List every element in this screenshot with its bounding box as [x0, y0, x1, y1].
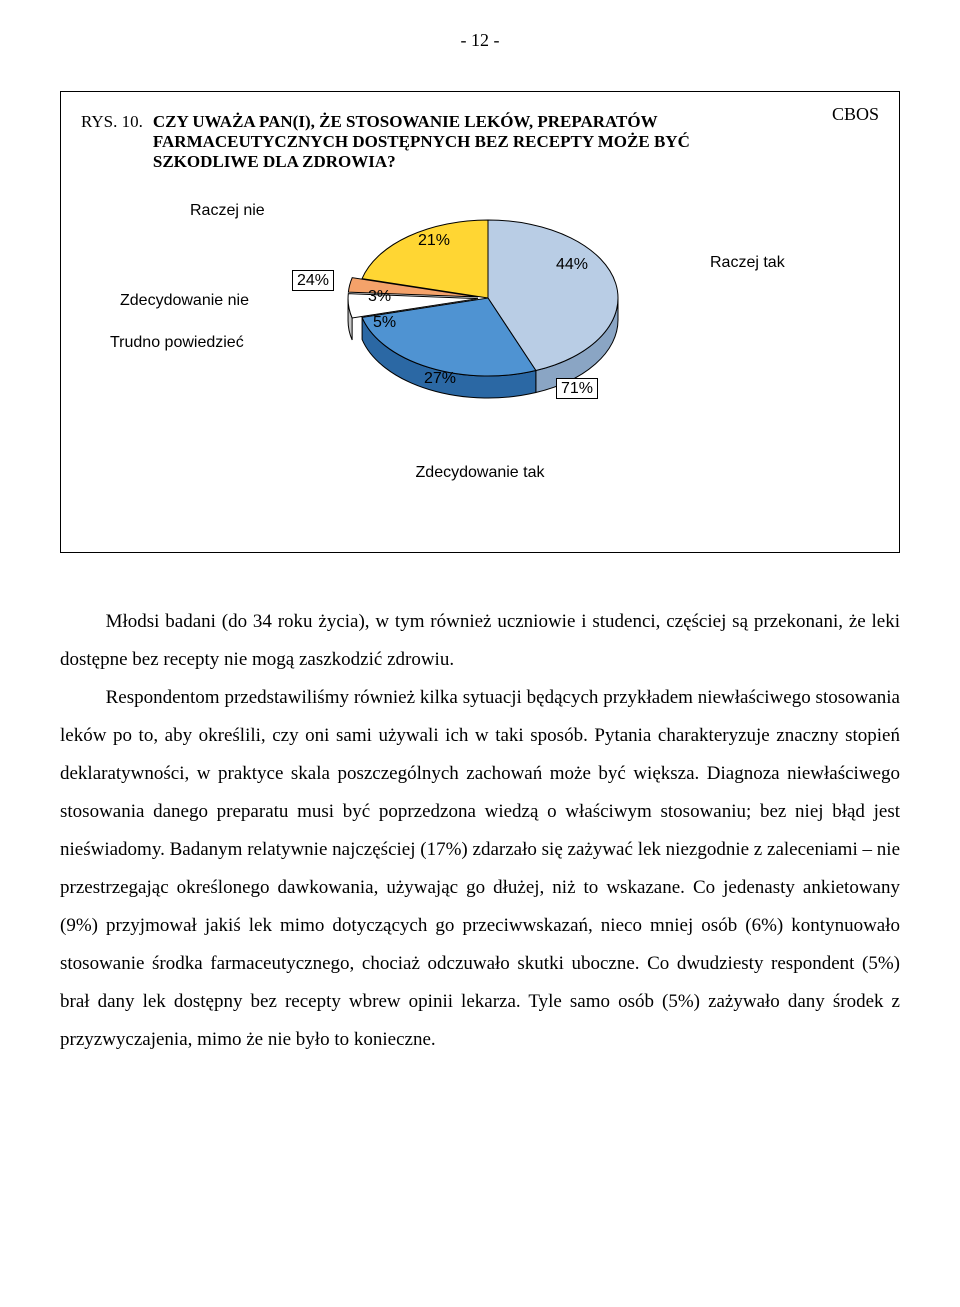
- label-trudno: Trudno powiedzieć: [110, 334, 244, 352]
- body-text: Młodsi badani (do 34 roku życia), w tym …: [60, 603, 900, 1059]
- paragraph-2: Respondentom przedstawiliśmy również kil…: [60, 679, 900, 1059]
- figure-title-text: CZY UWAŻA PAN(I), ŻE STOSOWANIE LEKÓW, P…: [153, 112, 721, 172]
- chart-area: Raczej nie Zdecydowanie nie Trudno powie…: [90, 202, 870, 522]
- page: - 12 - CBOS RYS. 10. CZY UWAŻA PAN(I), Ż…: [0, 0, 960, 1099]
- group-tak-box: 71%: [556, 378, 598, 399]
- figure-prefix: RYS. 10.: [81, 112, 143, 172]
- pct-zdec-nie: 3%: [368, 288, 391, 306]
- cbos-label: CBOS: [832, 104, 879, 125]
- pct-zdec-tak: 27%: [424, 370, 456, 388]
- chart-frame: CBOS RYS. 10. CZY UWAŻA PAN(I), ŻE STOSO…: [60, 91, 900, 553]
- pct-trudno: 5%: [373, 314, 396, 332]
- label-zdec-nie: Zdecydowanie nie: [120, 292, 249, 310]
- pct-raczej-nie: 21%: [418, 232, 450, 250]
- page-number: - 12 -: [60, 30, 900, 51]
- pct-raczej-tak: 44%: [556, 256, 588, 274]
- paragraph-1: Młodsi badani (do 34 roku życia), w tym …: [60, 603, 900, 679]
- label-raczej-tak: Raczej tak: [710, 254, 785, 272]
- label-zdec-tak: Zdecydowanie tak: [400, 464, 560, 482]
- group-nie-box: 24%: [292, 270, 334, 291]
- figure-title: RYS. 10. CZY UWAŻA PAN(I), ŻE STOSOWANIE…: [81, 112, 721, 172]
- label-raczej-nie: Raczej nie: [190, 202, 265, 220]
